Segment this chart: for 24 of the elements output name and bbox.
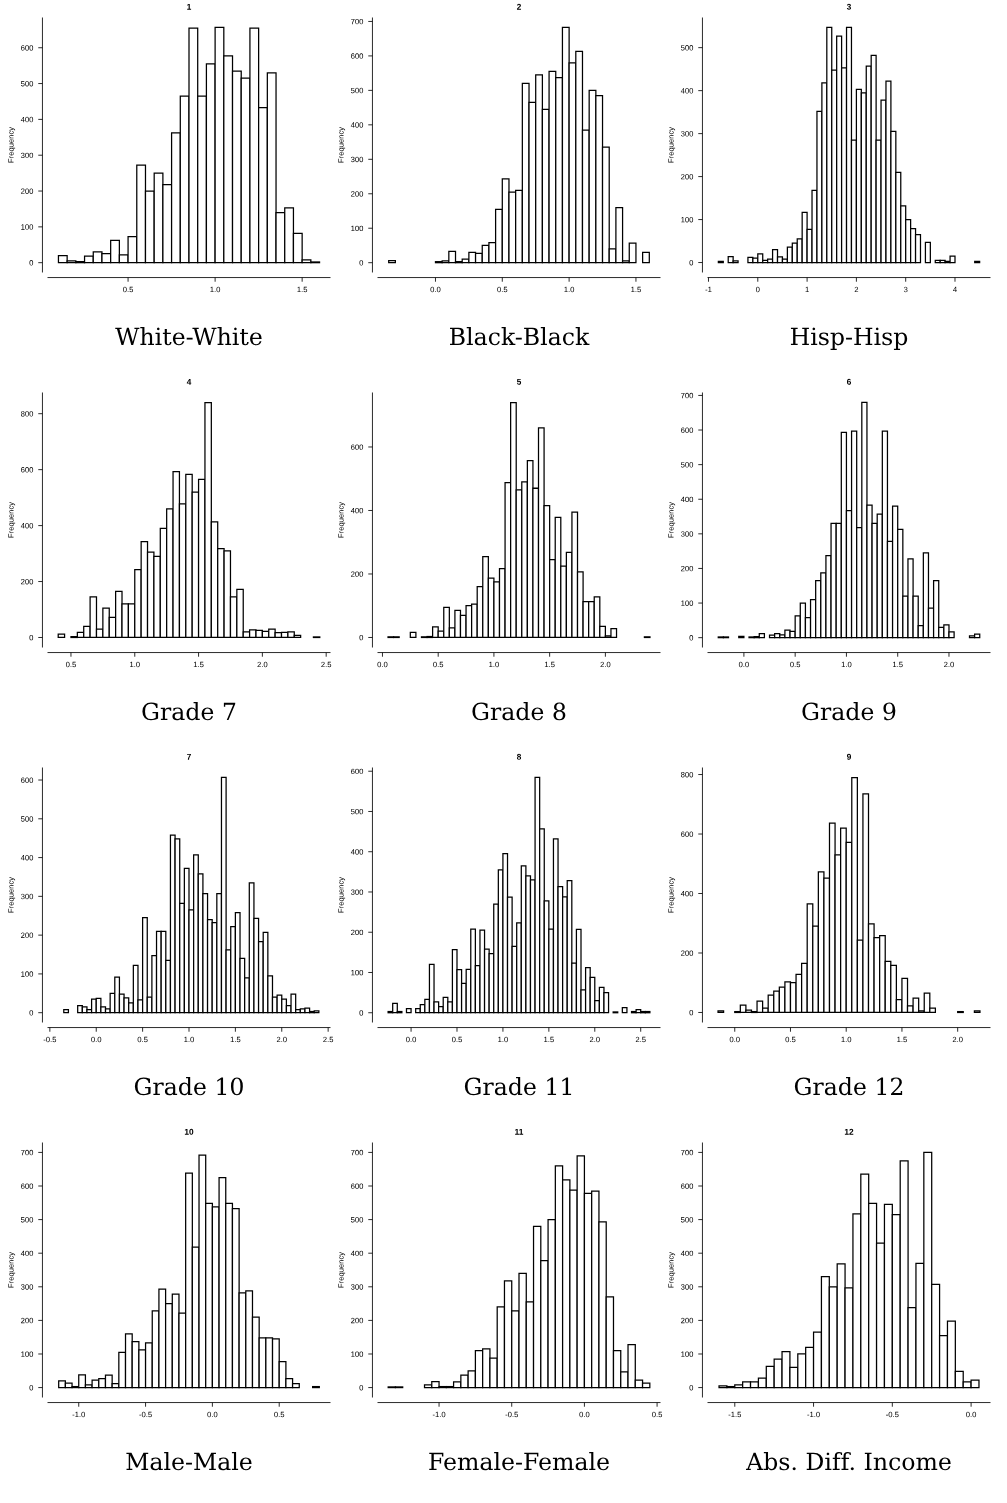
chart-title: 5	[516, 378, 522, 385]
chart-title: 12	[844, 1128, 854, 1135]
x-axis-title: Female-Female	[429, 1452, 609, 1471]
x-axis-title: Grade 11	[464, 1077, 572, 1096]
x-axis-title: Hisp-Hisp	[790, 327, 908, 350]
x-axis-title: Black-Black	[450, 327, 590, 346]
chart-title: 8	[516, 753, 522, 760]
chart-title: 6	[846, 378, 852, 385]
chart-title: 10	[184, 1128, 194, 1135]
x-axis-title: Grade 10	[134, 1077, 243, 1096]
chart-title: 11	[515, 1128, 524, 1135]
x-axis-title: Grade 7	[142, 702, 236, 721]
x-axis-title: Grade 12	[794, 1077, 903, 1096]
chart-title: 4	[186, 378, 192, 385]
chart-title: 9	[846, 753, 852, 760]
x-axis-title: White-White	[115, 327, 262, 346]
x-axis-title: Grade 9	[802, 702, 896, 721]
x-axis-title: Grade 8	[472, 702, 566, 721]
chart-title: 1	[187, 3, 192, 10]
chart-title: 2	[516, 3, 521, 10]
x-axis-title: Male-Male	[126, 1452, 252, 1471]
x-axis-title: Abs. Diff. Income	[745, 1452, 951, 1471]
chart-title: 7	[187, 753, 191, 760]
chart-title: 3	[846, 3, 852, 10]
